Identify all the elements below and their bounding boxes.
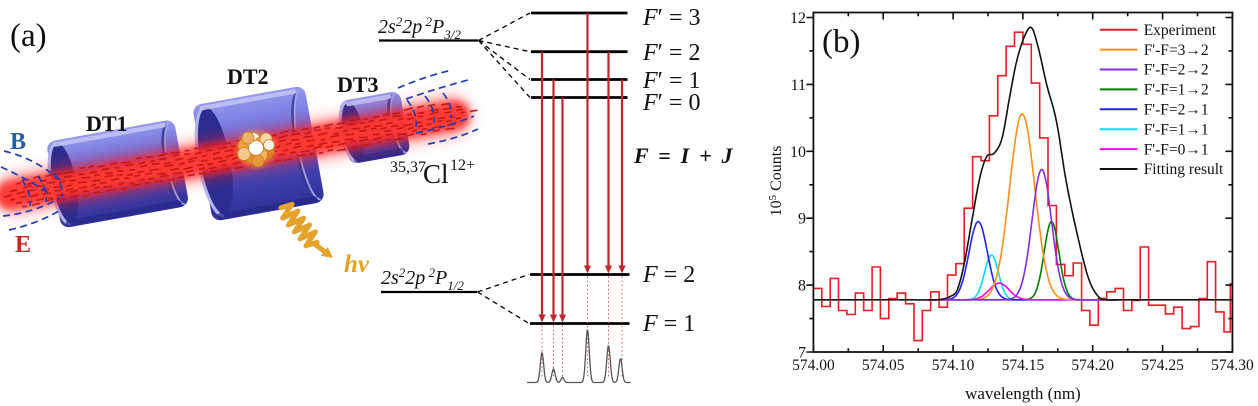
svg-text:F'-F=2→1: F'-F=2→1 <box>1144 102 1209 119</box>
svg-text:574.20: 574.20 <box>1071 357 1114 374</box>
svg-text:574.05: 574.05 <box>862 357 905 374</box>
svg-text:F'-F=1→1: F'-F=1→1 <box>1144 121 1209 138</box>
svg-text:35,37: 35,37 <box>390 159 426 176</box>
svg-text:F'-F=0→1: F'-F=0→1 <box>1144 141 1209 158</box>
svg-text:F = I + J: F = I + J <box>633 143 735 168</box>
svg-text:E: E <box>15 232 31 258</box>
svg-text:F′ = 2: F′ = 2 <box>642 40 700 66</box>
svg-text:F'-F=1→2: F'-F=1→2 <box>1144 82 1209 99</box>
svg-text:DT1: DT1 <box>86 111 128 136</box>
svg-text:574.00: 574.00 <box>792 357 835 374</box>
svg-text:(a): (a) <box>10 18 47 54</box>
svg-text:Experiment: Experiment <box>1144 22 1217 39</box>
svg-text:2s22p 2P1/2: 2s22p 2P1/2 <box>381 265 464 293</box>
svg-text:574.15: 574.15 <box>1002 357 1045 374</box>
svg-text:7: 7 <box>798 345 806 362</box>
svg-text:574.10: 574.10 <box>932 357 975 374</box>
svg-text:wavelength (nm): wavelength (nm) <box>965 384 1081 403</box>
svg-text:F = 1: F = 1 <box>642 311 695 337</box>
svg-text:9: 9 <box>798 211 806 228</box>
svg-text:F′ = 3: F′ = 3 <box>642 5 700 31</box>
svg-text:2s22p 2P3/2: 2s22p 2P3/2 <box>378 14 461 42</box>
svg-text:Fitting result: Fitting result <box>1144 161 1224 178</box>
svg-text:F′ = 0: F′ = 0 <box>642 90 700 116</box>
svg-text:(b): (b) <box>822 24 860 60</box>
svg-text:F'-F=3→2: F'-F=3→2 <box>1144 42 1209 59</box>
svg-text:105 Counts: 105 Counts <box>767 146 785 217</box>
svg-text:574.30: 574.30 <box>1211 357 1254 374</box>
svg-text:8: 8 <box>798 278 806 295</box>
svg-text:574.25: 574.25 <box>1141 357 1184 374</box>
svg-text:hν: hν <box>344 251 370 278</box>
svg-text:B: B <box>10 129 26 155</box>
svg-text:10: 10 <box>790 144 806 161</box>
svg-text:Cl: Cl <box>423 159 449 189</box>
svg-text:11: 11 <box>791 77 806 94</box>
svg-text:12+: 12+ <box>450 157 475 174</box>
svg-text:F'-F=2→2: F'-F=2→2 <box>1144 62 1209 79</box>
svg-text:F = 2: F = 2 <box>642 262 695 288</box>
svg-text:DT3: DT3 <box>337 72 379 97</box>
svg-text:12: 12 <box>790 10 806 27</box>
svg-text:F′ = 1: F′ = 1 <box>642 68 700 94</box>
svg-text:DT2: DT2 <box>227 64 269 89</box>
